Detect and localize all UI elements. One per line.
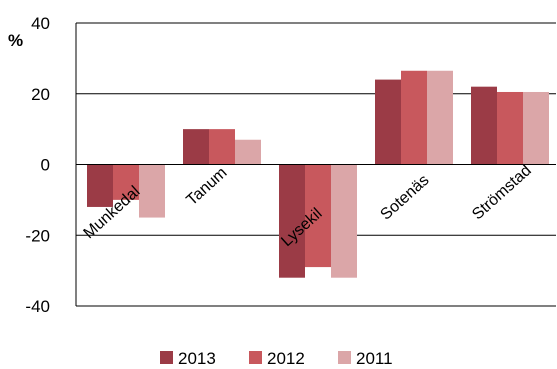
bar-2011-tanum [235, 139, 261, 165]
legend-swatch-2011 [338, 351, 351, 364]
legend-label-2011: 2011 [356, 349, 393, 368]
y-tick-label: -40 [25, 297, 50, 316]
y-axis-ticks: -40 -20 0 20 40 [25, 14, 50, 316]
bar-2012-strömstad [497, 91, 523, 165]
y-tick-label: 40 [31, 14, 50, 33]
bar-2011-strömstad [523, 91, 549, 165]
bar-2012-sotenäs [401, 70, 427, 165]
bars [87, 70, 549, 278]
legend-label-2013: 2013 [178, 349, 216, 368]
bar-2012-lysekil [305, 164, 331, 268]
bar-2013-lysekil [279, 164, 305, 278]
bar-2013-sotenäs [375, 79, 401, 165]
legend-swatch-2013 [160, 351, 173, 364]
category-label-sotenäs: Sotenäs [377, 172, 432, 224]
bar-2013-strömstad [471, 86, 497, 165]
bar-2011-munkedal [139, 164, 165, 218]
bar-2013-tanum [183, 129, 209, 165]
category-label-strömstad: Strömstad [469, 162, 535, 223]
legend: 2013 2012 2011 [160, 349, 393, 368]
bar-2012-tanum [209, 129, 235, 165]
bar-2012-munkedal [113, 164, 139, 200]
bar-2013-munkedal [87, 164, 113, 207]
category-label-tanum: Tanum [183, 164, 230, 209]
legend-swatch-2012 [249, 351, 262, 364]
bar-2011-sotenäs [427, 70, 453, 165]
y-tick-label: 0 [41, 156, 50, 175]
y-tick-label: 20 [31, 85, 50, 104]
y-tick-label: -20 [25, 226, 50, 245]
y-unit-label: % [8, 31, 23, 50]
bar-2011-lysekil [331, 164, 357, 278]
legend-label-2012: 2012 [267, 349, 305, 368]
